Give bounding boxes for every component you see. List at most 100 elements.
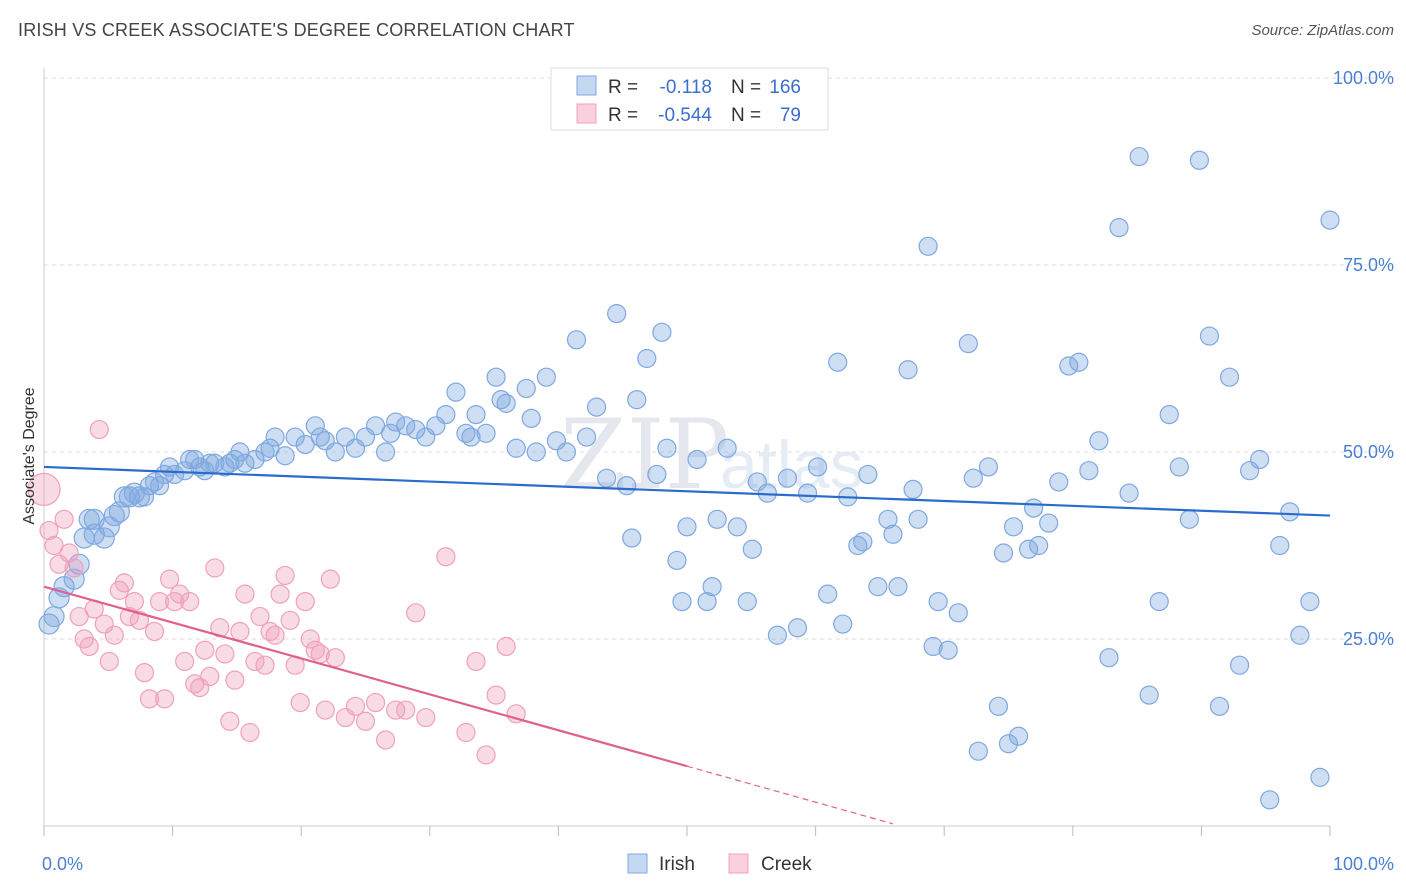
irish-point-47 [325,442,345,462]
irish-point-149 [1169,457,1189,477]
legend-n-label-irish: N = [731,77,761,98]
y-tick-label-0: 100.0% [1333,68,1394,88]
x-tick-label-0: 0.0% [42,854,83,874]
irish-point-138 [1059,356,1079,376]
irish-point-135 [1029,535,1049,556]
x-tick-label-1: 100.0% [1333,854,1394,874]
irish-point-142 [1099,648,1119,668]
irish-point-89 [677,517,697,537]
legend-r-value-irish: -0.118 [660,77,712,98]
creek-trend-line [43,585,688,768]
creek-point-37 [220,711,240,731]
irish-point-69 [516,378,536,399]
creek-point-7 [69,606,89,627]
irish-point-147 [1149,591,1169,612]
irish-point-42 [285,427,305,447]
irish-point-94 [717,438,737,458]
creek-point-62 [365,692,386,713]
creek-point-5 [59,543,79,563]
irish-point-21 [149,476,170,496]
legend-bottom: Irish Creek [627,853,812,875]
creek-point-42 [245,651,265,672]
y-tick-label-1: 75.0% [1343,255,1394,275]
irish-point-130 [998,734,1019,754]
chart-source: Source: ZipAtlas.com [1251,22,1394,39]
creek-point-51 [290,692,310,713]
irish-point-51 [365,416,386,436]
creek-point-39 [230,621,250,642]
creek-point-1 [39,520,59,541]
irish-point-158 [1260,790,1280,810]
creek-point-41 [240,722,260,743]
creek-point-44 [255,655,275,675]
creek-point-9 [79,636,99,657]
irish-point-125 [963,468,983,488]
irish-point-55 [396,416,416,436]
creek-point-0 [27,472,61,506]
irish-point-117 [903,479,923,499]
irish-point-36 [235,453,255,473]
creek-point-68 [436,547,456,567]
creek-point-4 [54,509,74,529]
creek-point-49 [280,610,300,630]
creek-point-38 [225,670,245,690]
irish-point-64 [476,423,496,443]
irish-point-126 [968,741,988,761]
irish-point-52 [375,442,396,462]
irish-point-101 [777,468,798,488]
axes [43,68,1331,836]
creek-point-13 [99,651,119,672]
bottom-legend-swatch-irish [627,853,648,874]
irish-point-113 [878,509,898,529]
irish-point-154 [1219,367,1240,387]
creek-point-52 [295,591,315,612]
irish-point-17 [128,486,151,508]
irish-point-122 [938,640,958,660]
irish-point-77 [586,397,607,417]
irish-point-72 [536,367,556,387]
irish-point-116 [898,360,918,380]
irish-point-161 [1290,625,1310,645]
irish-point-35 [230,442,250,462]
creek-point-25 [159,569,180,589]
irish-point-105 [818,584,838,604]
irish-point-92 [702,577,722,597]
y-tick-label-2: 50.0% [1343,442,1394,462]
irish-point-133 [1018,539,1039,559]
irish-point-90 [687,449,707,470]
irish-point-159 [1270,535,1290,556]
irish-point-11 [98,516,120,538]
creek-point-2 [44,535,64,556]
irish-point-83 [637,348,657,369]
irish-point-100 [767,625,788,645]
irish-point-145 [1129,146,1149,167]
legend-r-label-irish: R = [608,77,638,98]
irish-point-160 [1280,502,1300,522]
irish-point-62 [461,427,481,447]
irish-point-115 [888,577,908,597]
irish-point-119 [918,236,938,256]
irish-point-44 [305,416,325,436]
creek-point-22 [144,621,165,642]
irish-point-128 [988,696,1009,716]
irish-trend-line [43,465,1331,517]
irish-point-53 [381,423,401,443]
creek-point-29 [180,591,200,612]
creek-point-66 [406,603,426,623]
irish-point-111 [858,464,878,485]
irish-point-121 [928,591,948,612]
legend-n-value-creek: 79 [780,105,801,126]
scatter-points [27,146,1340,810]
irish-point-107 [833,614,853,634]
irish-point-95 [727,517,747,537]
irish-point-118 [908,509,928,529]
irish-point-123 [948,603,968,623]
irish-point-96 [737,591,757,612]
irish-point-103 [797,483,818,503]
legend-r-value-creek: -0.544 [658,105,712,126]
irish-point-67 [496,393,516,413]
creek-point-61 [355,711,376,731]
legend-n-value-irish: 166 [769,77,801,98]
creek-point-33 [200,666,220,687]
